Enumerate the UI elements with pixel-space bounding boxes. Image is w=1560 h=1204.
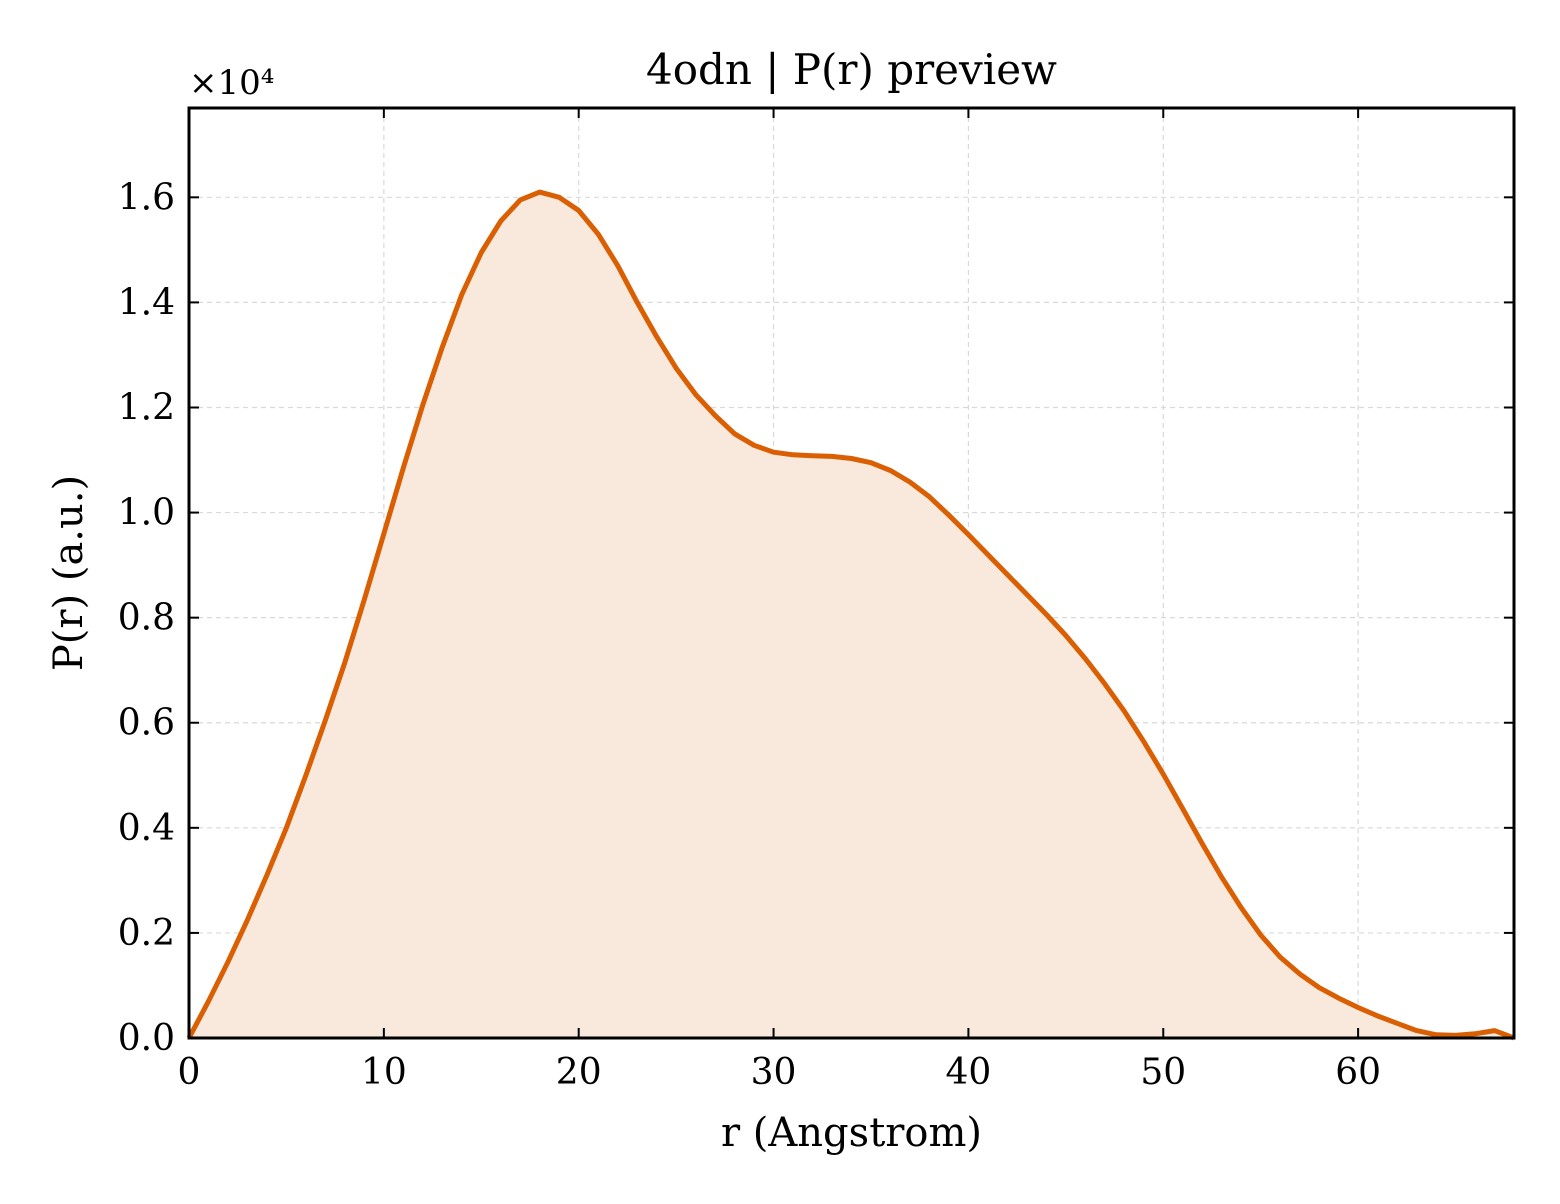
- plot-frame: [187, 106, 1516, 1040]
- x-tick-label: 0: [178, 1052, 201, 1093]
- pr-area-fill: [189, 192, 1514, 1039]
- chart-title: 4odn | P(r) preview: [646, 45, 1057, 94]
- y-axis-multiplier: ×10⁴: [189, 63, 274, 103]
- x-tick-label: 10: [361, 1052, 407, 1093]
- y-tick-label: 1.6: [118, 177, 175, 218]
- pr-curve-line: [186, 189, 1515, 1041]
- y-tick-label: 1.2: [118, 387, 175, 428]
- x-tick-label: 40: [946, 1052, 992, 1093]
- y-tick-label: 0.6: [118, 703, 175, 744]
- axis-ticks: 0 10 20 30 40 50 60 0.0 0.2 0.4 0.6 0.8 1.0 1.2 1.4 1.6: [118, 108, 1514, 1093]
- y-tick-label: 0.4: [118, 808, 175, 849]
- y-tick-label: 1.4: [118, 282, 175, 323]
- y-tick-label: 1.0: [118, 493, 175, 534]
- y-tick-label: 0.0: [118, 1018, 175, 1059]
- y-axis-label: P(r) (a.u.): [46, 475, 92, 671]
- x-tick-label: 30: [751, 1052, 797, 1093]
- x-tick-label: 20: [556, 1052, 602, 1093]
- x-axis-label: r (Angstrom): [721, 1110, 982, 1156]
- x-tick-label: 50: [1140, 1052, 1186, 1093]
- y-tick-label: 0.8: [118, 598, 175, 639]
- y-tick-label: 0.2: [118, 913, 175, 954]
- x-tick-label: 60: [1335, 1052, 1381, 1093]
